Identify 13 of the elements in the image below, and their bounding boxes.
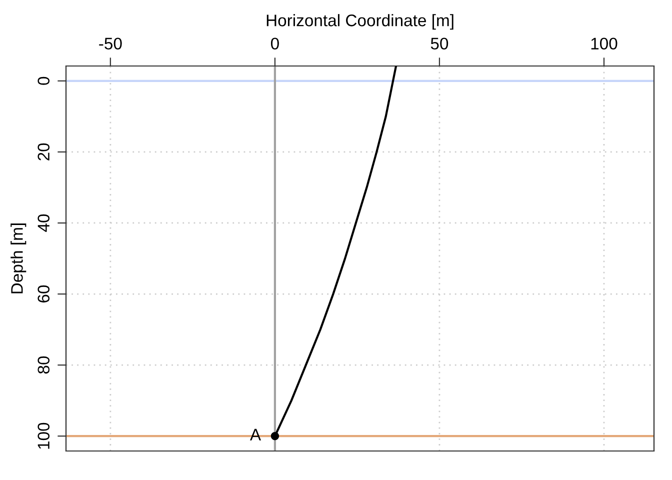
x-tick-label: 0 (270, 38, 279, 50)
y-tick-label: 60 (38, 285, 50, 302)
y-tick-label: 0 (38, 76, 50, 85)
y-tick-label: 40 (38, 214, 50, 232)
x-tick-label: -50 (99, 38, 122, 50)
annotation: A (250, 428, 262, 440)
x-tick-label: 100 (591, 38, 618, 50)
y-tick-label: 100 (38, 422, 50, 449)
x-tick-label: 50 (430, 38, 448, 50)
y-axis-title: Depth [m] (10, 224, 26, 294)
x-axis-title: Horizontal Coordinate [m] (266, 14, 454, 30)
y-tick-label: 80 (38, 356, 50, 374)
y-tick-label: 20 (38, 143, 50, 160)
